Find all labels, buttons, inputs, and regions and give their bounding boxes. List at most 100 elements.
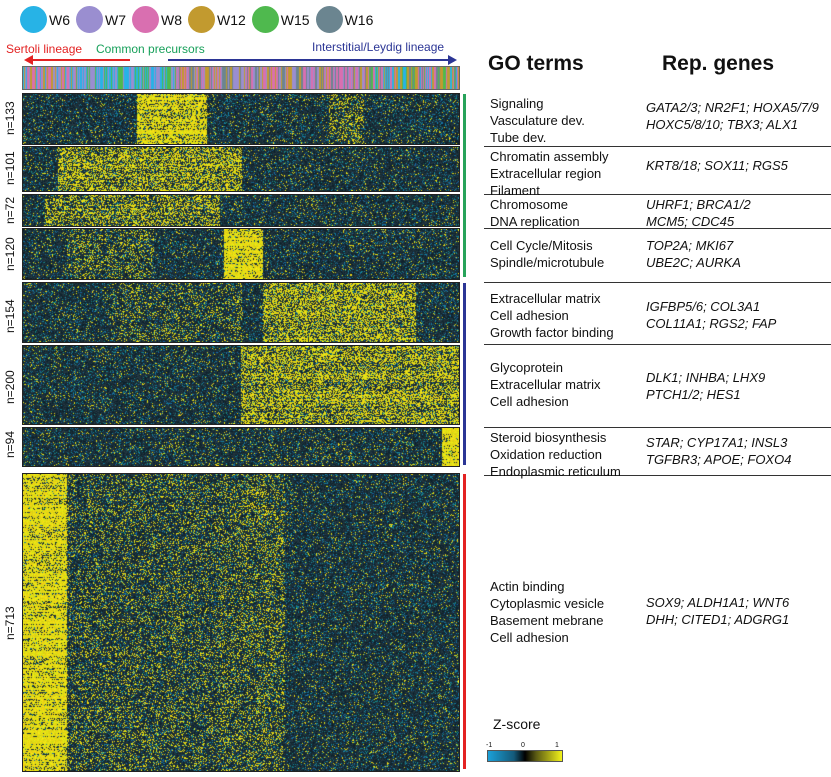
legend-label: W16	[344, 11, 374, 28]
go-term: Extracellular matrix	[490, 291, 601, 306]
go-term: Filament	[490, 183, 540, 198]
row-divider	[484, 194, 831, 195]
go-terms-header: GO terms	[488, 52, 584, 75]
arrow-head-left-icon	[24, 55, 33, 65]
interstitial-lineage-label: Interstitial/Leydig lineage	[312, 40, 445, 54]
go-term: Tube dev.	[490, 130, 547, 145]
go-term: Signaling	[490, 96, 544, 111]
gene-line: TOP2A; MKI67	[646, 238, 734, 253]
cell-timepoint-colorbar	[22, 66, 460, 90]
go-term: Chromosome	[490, 197, 569, 212]
genes-cluster-7: STAR; CYP17A1; INSL3 TGFBR3; APOE; FOXO4	[646, 434, 791, 468]
heatmap-block-6	[22, 345, 460, 425]
go-term: Oxidation reduction	[490, 447, 603, 462]
go-term: Vasculature dev.	[490, 113, 585, 128]
go-term: Chromatin assembly	[490, 149, 609, 164]
heatmap-canvas	[23, 195, 459, 226]
heatmap-block-7	[22, 427, 460, 467]
heatmap-canvas	[23, 428, 459, 466]
row-divider	[484, 475, 831, 476]
heatmap-block-8	[22, 473, 460, 772]
genes-cluster-1: GATA2/3; NR2F1; HOXA5/7/9 HOXC5/8/10; TB…	[646, 99, 819, 133]
legend-dot	[251, 6, 279, 33]
gene-line: IGFBP5/6; COL3A1	[646, 299, 761, 314]
legend-item-w15: W15	[251, 6, 310, 33]
legend-label: W15	[280, 11, 310, 28]
interstitial-arrow	[168, 55, 457, 65]
go-term: Cell adhesion	[490, 630, 569, 645]
genes-cluster-5: IGFBP5/6; COL3A1 COL11A1; RGS2; FAP	[646, 298, 776, 332]
legend-label: W8	[161, 11, 182, 28]
heatmap-block-1	[22, 93, 460, 145]
legend-dot	[20, 6, 47, 33]
common-precursors-label: Common precursors	[96, 42, 205, 56]
zscore-color-scale	[487, 750, 563, 762]
row-divider	[484, 146, 831, 147]
go-term: Cell adhesion	[490, 394, 569, 409]
heatmap-canvas	[23, 346, 459, 424]
heatmap-block-2	[22, 146, 460, 192]
legend-item-w16: W16	[315, 6, 374, 33]
gene-line: DLK1; INHBA; LHX9	[646, 370, 766, 385]
legend-item-w6: W6	[20, 6, 70, 33]
go-term: Actin binding	[490, 579, 565, 594]
gene-line: HOXC5/8/10; TBX3; ALX1	[646, 117, 798, 132]
legend-dot	[76, 6, 103, 33]
genes-cluster-2: KRT8/18; SOX11; RGS5	[646, 157, 788, 174]
row-divider	[484, 427, 831, 428]
go-term: Cytoplasmic vesicle	[490, 596, 605, 611]
genes-cluster-6: DLK1; INHBA; LHX9 PTCH1/2; HES1	[646, 369, 765, 403]
go-term: Growth factor binding	[490, 325, 614, 340]
legend-item-w7: W7	[76, 6, 126, 33]
legend-item-w8: W8	[132, 6, 182, 33]
zscore-title: Z-score	[493, 716, 541, 732]
green-lineage-bar	[463, 94, 466, 277]
legend-dot	[188, 6, 215, 33]
go-term: Cell Cycle/Mitosis	[490, 238, 593, 253]
gene-line: KRT8/18; SOX11; RGS5	[646, 158, 788, 173]
legend-dot	[315, 6, 343, 33]
go-term: Steroid biosynthesis	[490, 430, 607, 445]
heatmap-block-3	[22, 194, 460, 227]
legend-label: W6	[49, 11, 70, 28]
zscore-tick: -1	[486, 742, 493, 749]
gene-line: DHH; CITED1; ADGRG1	[646, 612, 790, 627]
legend-dot	[132, 6, 159, 33]
arrow-head-right-icon	[448, 55, 457, 65]
gene-line: COL11A1; RGS2; FAP	[646, 316, 777, 331]
heatmap-canvas	[23, 283, 459, 342]
go-terms-cluster-3: Chromosome DNA replication	[490, 196, 580, 230]
heatmap-canvas	[23, 147, 459, 191]
blue-lineage-bar	[463, 283, 466, 465]
legend-label: W7	[105, 11, 126, 28]
genes-cluster-8: SOX9; ALDH1A1; WNT6 DHH; CITED1; ADGRG1	[646, 594, 789, 628]
legend-item-w12: W12	[188, 6, 246, 33]
rep-genes-header: Rep. genes	[662, 52, 775, 75]
go-term: Extracellular region	[490, 166, 602, 181]
cluster-size-label: n=101	[3, 151, 17, 185]
gene-line: GATA2/3; NR2F1; HOXA5/7/9	[646, 100, 819, 115]
cluster-size-label: n=94	[3, 430, 17, 458]
genes-cluster-4: TOP2A; MKI67 UBE2C; AURKA	[646, 237, 741, 271]
go-terms-cluster-5: Extracellular matrix Cell adhesion Growt…	[490, 290, 614, 341]
red-lineage-bar	[463, 474, 466, 769]
timepoint-legend: W6 W7 W8 W12 W15 W16	[20, 6, 379, 33]
gene-line: MCM5; CDC45	[646, 214, 735, 229]
go-term: Endoplasmic reticulum	[490, 464, 621, 479]
row-divider	[484, 228, 831, 229]
genes-cluster-3: UHRF1; BRCA1/2 MCM5; CDC45	[646, 196, 751, 230]
gene-line: SOX9; ALDH1A1; WNT6	[646, 595, 790, 610]
sertoli-arrow	[24, 55, 130, 65]
gene-line: UHRF1; BRCA1/2	[646, 197, 751, 212]
sertoli-lineage-label: Sertoli lineage	[6, 42, 83, 56]
go-term: Extracellular matrix	[490, 377, 601, 392]
cluster-size-label: n=200	[3, 370, 17, 404]
go-terms-cluster-7: Steroid biosynthesis Oxidation reduction…	[490, 429, 621, 480]
go-term: Glycoprotein	[490, 360, 563, 375]
heatmap-canvas	[23, 474, 459, 771]
gene-line: PTCH1/2; HES1	[646, 387, 741, 402]
gene-line: TGFBR3; APOE; FOXO4	[646, 452, 792, 467]
heatmap-block-4	[22, 228, 460, 280]
heatmap-canvas	[23, 94, 459, 144]
go-term: Basement mebrane	[490, 613, 604, 628]
